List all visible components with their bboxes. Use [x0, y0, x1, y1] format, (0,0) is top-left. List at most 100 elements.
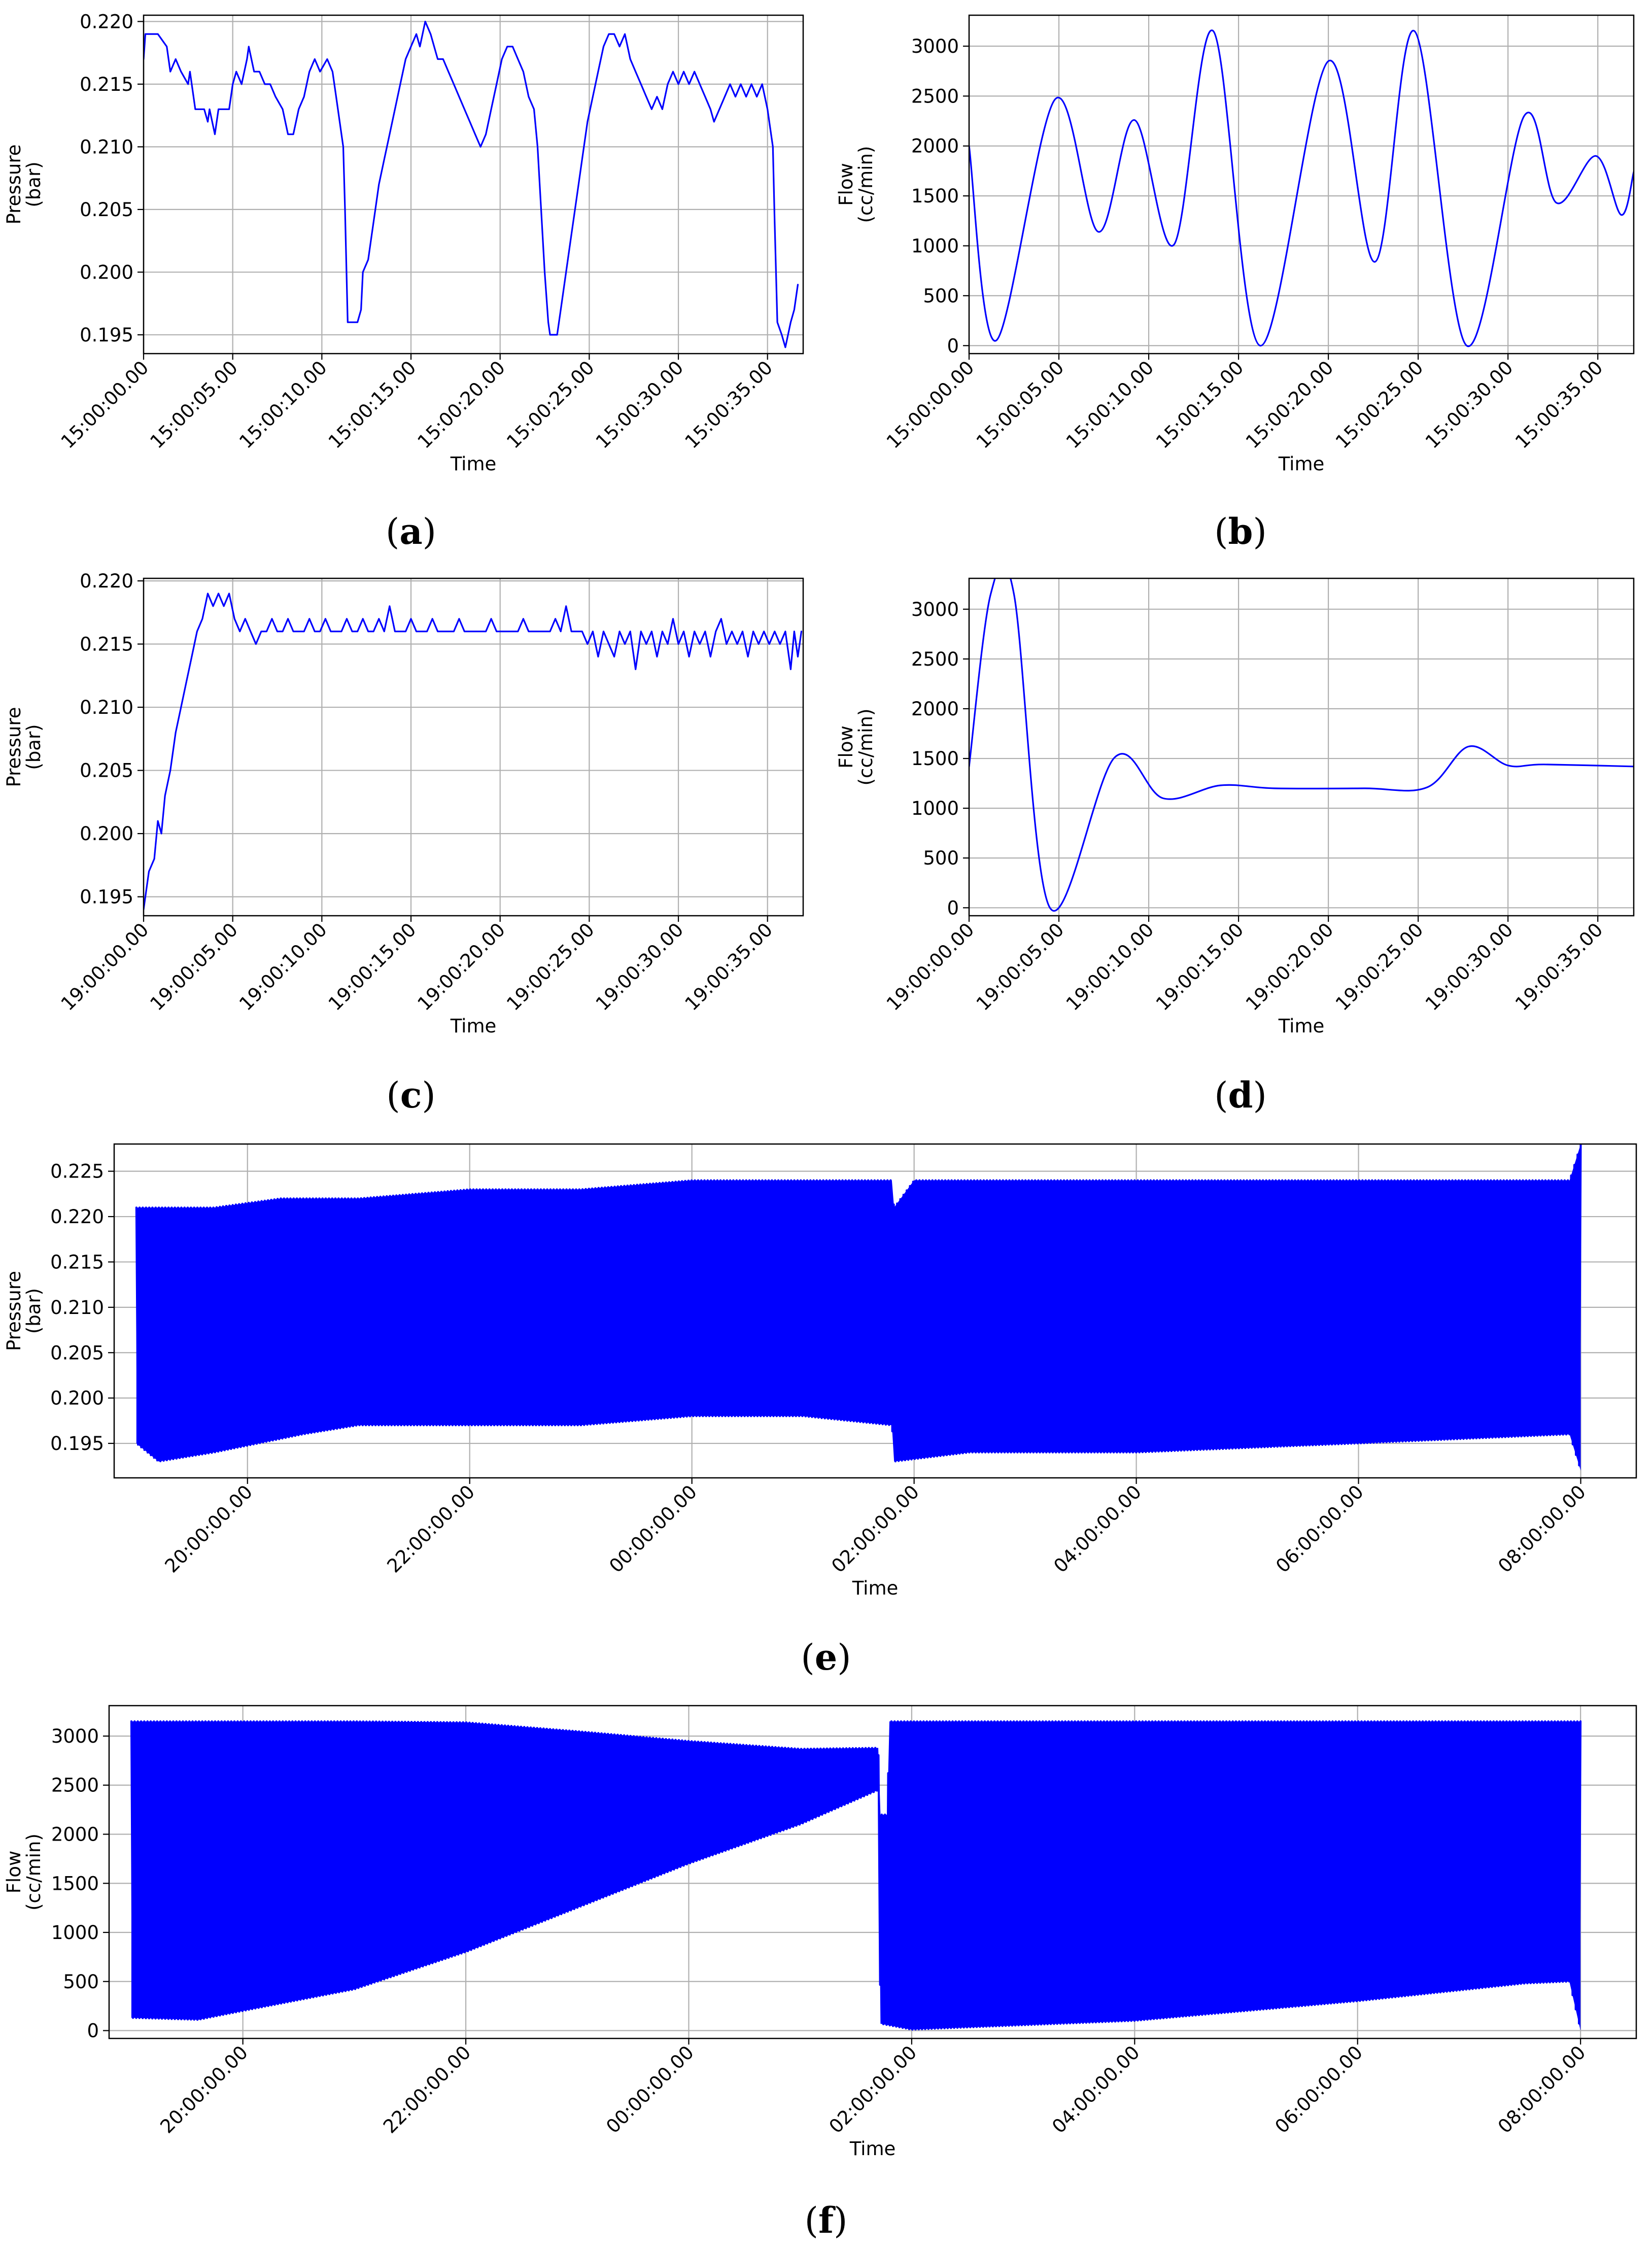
y-tick-label: 500 — [923, 847, 959, 869]
y-tick-label: 2500 — [911, 85, 959, 107]
y-axis-label-line: Flow — [835, 163, 857, 205]
y-tick-label: 1500 — [51, 1873, 99, 1894]
plot-frame — [143, 577, 804, 917]
y-axis-label-line: (cc/min) — [23, 1833, 45, 1911]
series-band — [131, 1721, 1581, 2031]
y-tick-label: 1000 — [911, 798, 959, 819]
y-tick-label: 0.195 — [50, 1433, 104, 1455]
y-tick-label: 0.225 — [50, 1161, 104, 1183]
series-line — [144, 593, 803, 911]
y-axis-label-line: Flow — [835, 725, 857, 768]
plot-frame — [968, 14, 1635, 355]
y-axis-label-line: Pressure — [3, 1271, 25, 1351]
y-tick-label: 0.205 — [80, 199, 133, 221]
y-tick-label: 2000 — [51, 1823, 99, 1845]
y-tick-label: 3000 — [911, 599, 959, 620]
plot-frame — [968, 577, 1635, 917]
y-tick-label: 1500 — [911, 748, 959, 770]
y-tick-label: 0.220 — [50, 1206, 104, 1228]
plot-area — [969, 578, 1634, 912]
y-tick-label: 0.210 — [80, 697, 133, 718]
y-axis-label: Flow(cc/min) — [835, 709, 877, 786]
caption-letter: e — [815, 1636, 838, 1678]
y-axis-label: Flow(cc/min) — [3, 1833, 45, 1911]
caption-letter: f — [818, 2199, 836, 2241]
y-axis-label-line: Flow — [3, 1851, 25, 1893]
y-tick-label: 0.210 — [50, 1297, 104, 1319]
y-tick-label: 0 — [947, 897, 959, 919]
panel-caption: (c) — [386, 1074, 435, 1116]
caption-open-paren: ( — [386, 511, 399, 552]
y-tick-label: 1000 — [51, 1922, 99, 1944]
y-tick-label: 2000 — [911, 135, 959, 157]
y-tick-label: 0.200 — [80, 823, 133, 845]
y-axis-label-line: (bar) — [23, 724, 45, 770]
x-axis-label: Time — [1278, 453, 1325, 475]
caption-letter: c — [400, 1074, 422, 1116]
y-tick-label: 3000 — [911, 36, 959, 57]
y-tick-label: 0.215 — [80, 74, 133, 95]
y-axis-label-line: Pressure — [3, 145, 25, 225]
y-axis-label: Pressure(bar) — [3, 707, 45, 787]
plot-area — [130, 1720, 1582, 2031]
caption-open-paren: ( — [801, 1637, 814, 1678]
caption-letter: a — [399, 510, 422, 552]
y-tick-label: 0 — [947, 335, 959, 357]
y-tick-label: 2000 — [911, 698, 959, 720]
y-tick-label: 0.195 — [80, 324, 133, 346]
y-axis-label-line: (bar) — [23, 1288, 45, 1334]
y-tick-label: 1000 — [911, 235, 959, 257]
caption-open-paren: ( — [386, 1075, 400, 1116]
y-tick-label: 0.215 — [50, 1251, 104, 1273]
x-axis-label: Time — [852, 1577, 899, 1599]
caption-close-paren: ) — [1253, 1075, 1266, 1116]
series-line — [969, 29, 1634, 348]
y-tick-label: 2500 — [911, 648, 959, 670]
panel-caption: (d) — [1214, 1074, 1267, 1116]
y-axis-label: Pressure(bar) — [3, 1271, 45, 1351]
x-axis-label: Time — [450, 1015, 497, 1037]
y-axis-label: Pressure(bar) — [3, 145, 45, 225]
x-axis-label: Time — [849, 2138, 896, 2160]
y-tick-label: 2500 — [51, 1775, 99, 1796]
y-tick-label: 0 — [87, 2020, 99, 2042]
series-line — [969, 578, 1634, 912]
series-line — [144, 20, 799, 349]
y-tick-label: 0.210 — [80, 136, 133, 158]
caption-letter: d — [1228, 1074, 1253, 1116]
plot-area — [144, 593, 803, 911]
caption-close-paren: ) — [422, 1075, 435, 1116]
caption-open-paren: ( — [1214, 1075, 1228, 1116]
y-tick-label: 0.220 — [80, 570, 133, 592]
y-tick-label: 0.220 — [80, 11, 133, 32]
caption-close-paren: ) — [837, 1637, 851, 1678]
y-tick-label: 500 — [63, 1971, 99, 1993]
x-axis-label: Time — [1278, 1015, 1325, 1037]
series-band — [136, 1144, 1581, 1471]
y-axis-label-line: (cc/min) — [855, 709, 877, 786]
y-tick-label: 500 — [923, 285, 959, 307]
y-tick-label: 3000 — [51, 1725, 99, 1747]
y-tick-label: 0.200 — [50, 1388, 104, 1409]
panel-caption: (f) — [805, 2199, 848, 2241]
plot-area — [969, 29, 1634, 348]
caption-open-paren: ( — [805, 2200, 818, 2241]
y-tick-label: 0.205 — [80, 760, 133, 782]
y-tick-label: 1500 — [911, 185, 959, 207]
x-axis-label: Time — [450, 453, 497, 475]
plot-frame — [108, 1705, 1637, 2039]
y-tick-label: 0.200 — [80, 261, 133, 283]
y-axis-label-line: (bar) — [23, 161, 45, 207]
caption-open-paren: ( — [1214, 511, 1228, 552]
y-tick-label: 0.195 — [80, 886, 133, 908]
caption-letter: b — [1228, 510, 1253, 552]
plot-frame — [143, 14, 804, 355]
y-tick-label: 0.215 — [80, 634, 133, 655]
y-tick-label: 0.205 — [50, 1342, 104, 1364]
caption-close-paren: ) — [1253, 511, 1266, 552]
plot-area — [135, 1144, 1582, 1471]
panel-caption: (b) — [1214, 510, 1267, 552]
panel-caption: (e) — [801, 1636, 851, 1678]
y-axis-label-line: (cc/min) — [855, 146, 877, 223]
